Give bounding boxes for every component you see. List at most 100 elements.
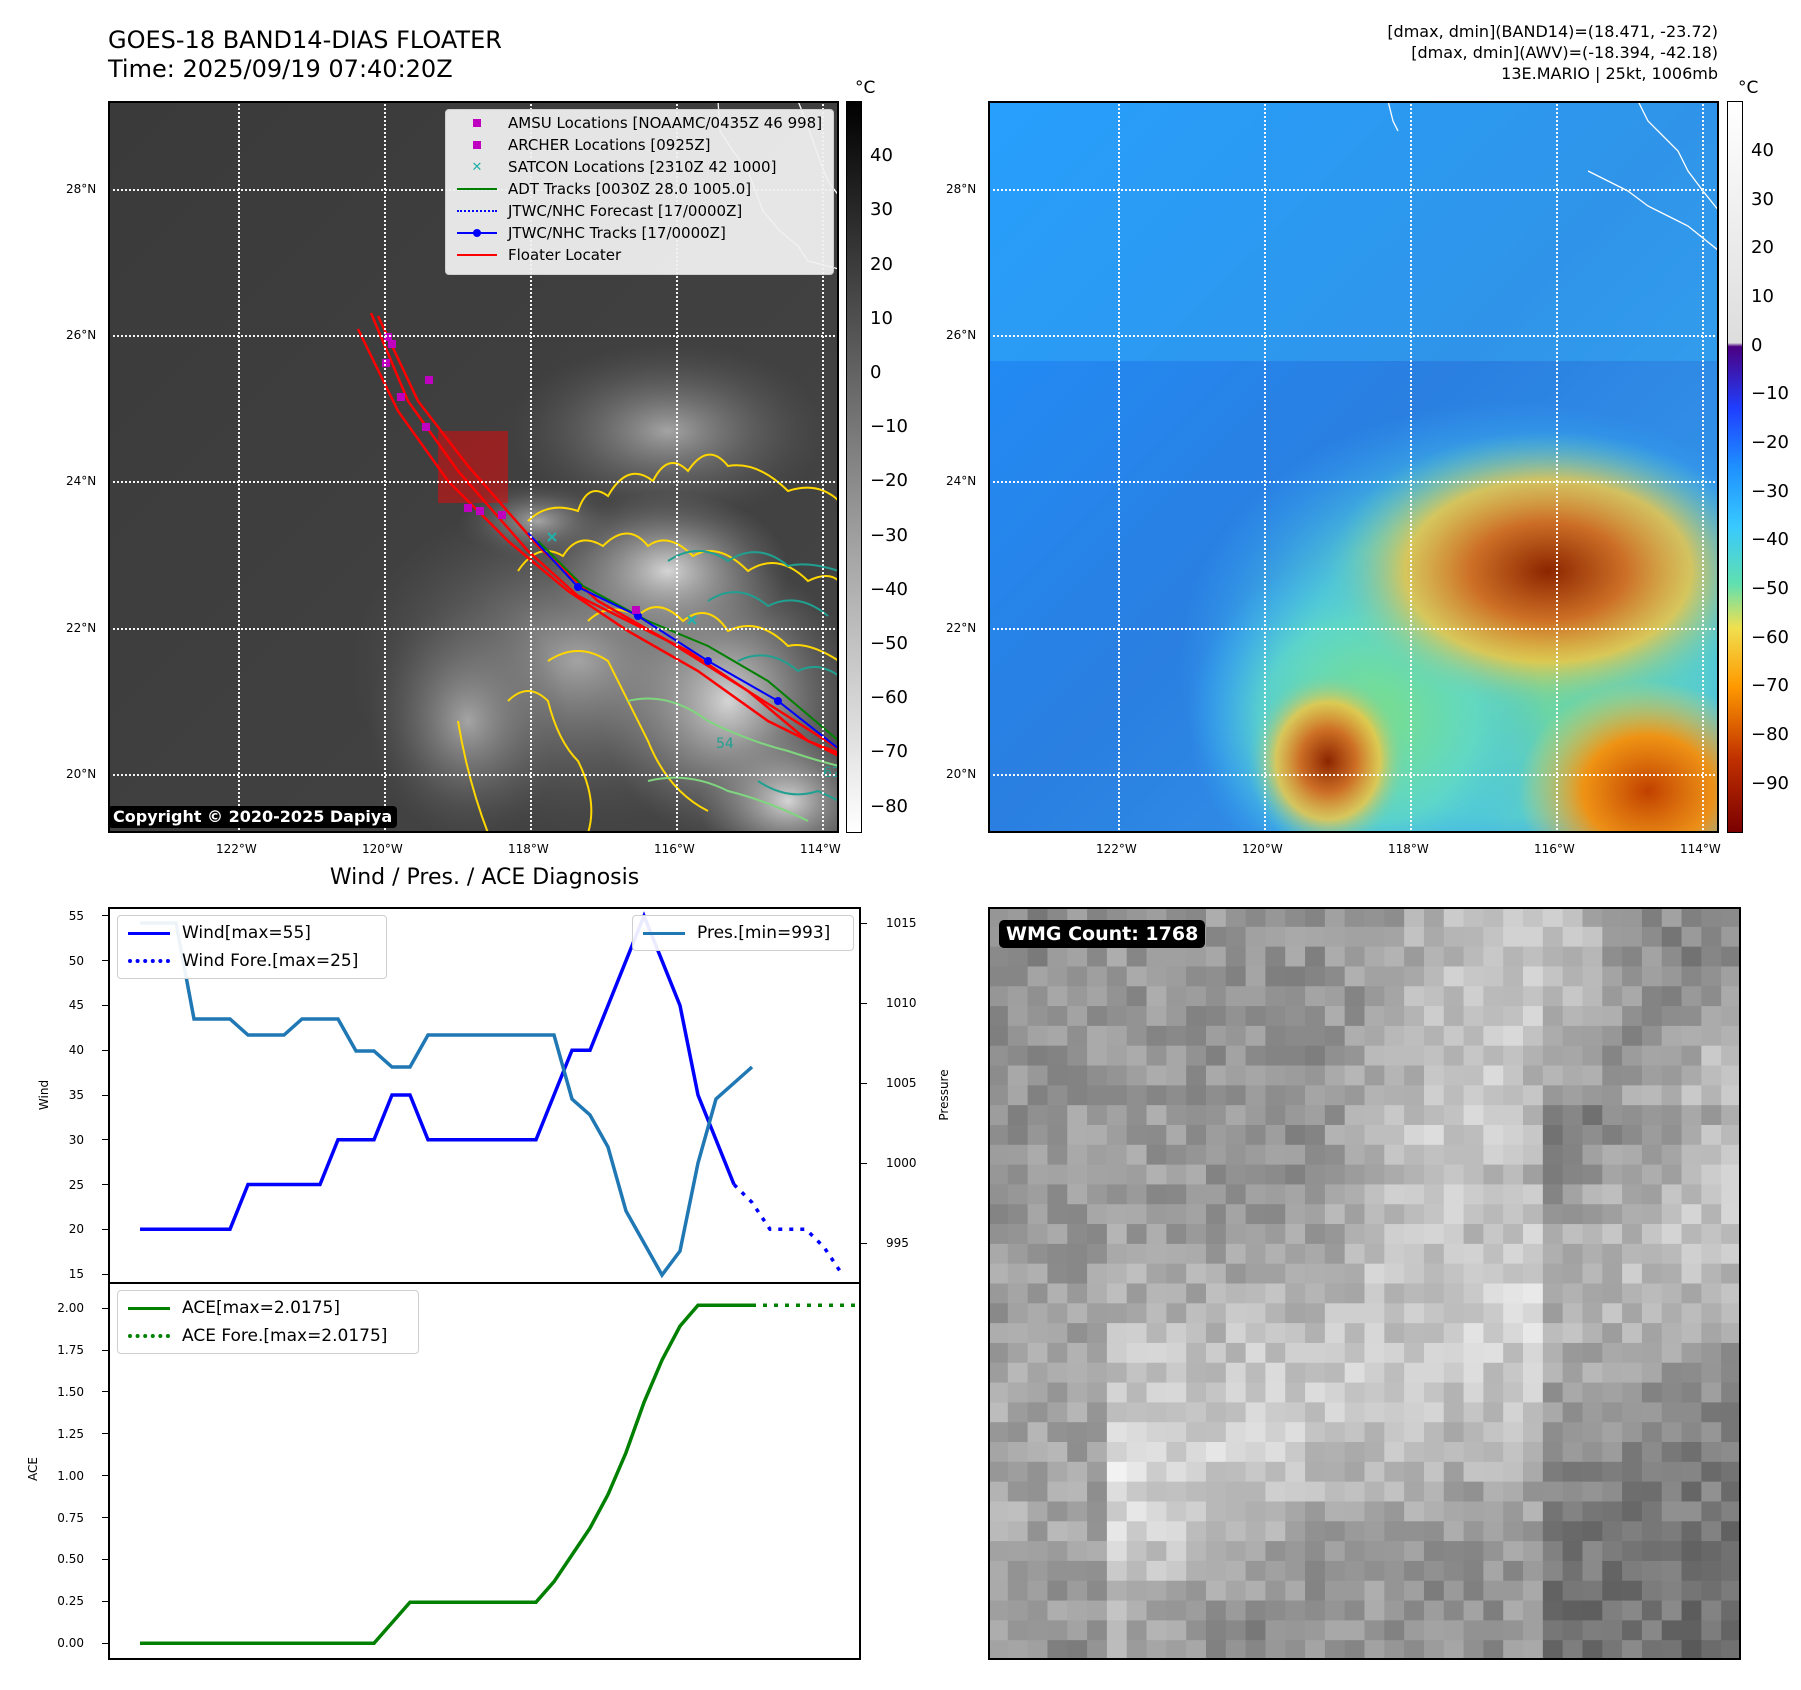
lon-tick: 114°W xyxy=(1680,842,1721,856)
diagnosis-title: Wind / Pres. / ACE Diagnosis xyxy=(329,865,640,890)
colorbar-awv-tick: 20 xyxy=(1751,237,1774,258)
pressure-tick-mark xyxy=(861,922,867,924)
lat-tick: 28°N xyxy=(946,182,977,196)
legend-jtwc-tracks: JTWC/NHC Tracks [17/0000Z] xyxy=(454,222,726,244)
ace-tick-label: 1.50 xyxy=(57,1384,84,1399)
info-storm: 13E.MARIO | 25kt, 1006mb xyxy=(1501,64,1718,83)
colorbar-awv-tick: −40 xyxy=(1751,529,1789,550)
colorbar-gray-tick: −70 xyxy=(870,741,908,762)
green-line-icon xyxy=(128,1306,170,1310)
legend-amsu: AMSU Locations [NOAAMC/0435Z 46 998] xyxy=(454,112,822,134)
lon-tick: 116°W xyxy=(1534,842,1575,856)
colorbar-gray-tick: −10 xyxy=(870,416,908,437)
wind-tick-label: 15 xyxy=(68,1267,84,1282)
colorbar-awv-tick: −50 xyxy=(1751,578,1789,599)
wind-tick-label: 55 xyxy=(68,908,84,923)
colorbar-awv-tick: −30 xyxy=(1751,481,1789,502)
lon-tick: 118°W xyxy=(1388,842,1429,856)
wind-tick-label: 30 xyxy=(68,1132,84,1147)
ace-tick-label: 1.75 xyxy=(57,1343,84,1358)
colorbar-gray-tick: −20 xyxy=(870,470,908,491)
wind-tick-mark xyxy=(102,1184,108,1186)
lat-tick: 20°N xyxy=(66,767,97,781)
wind-tick-mark xyxy=(102,960,108,962)
map-legend: AMSU Locations [NOAAMC/0435Z 46 998] ARC… xyxy=(445,109,834,275)
colorbar-awv-tick: −10 xyxy=(1751,383,1789,404)
figure-title: GOES-18 BAND14-DIAS FLOATER xyxy=(108,26,502,54)
colorbar-gray-tick: 10 xyxy=(870,308,893,329)
blue-dotted-line-icon xyxy=(128,959,170,963)
colorbar-awv-tick: 30 xyxy=(1751,189,1774,210)
series-line-pressure xyxy=(140,921,754,1279)
awv-map-panel xyxy=(988,101,1719,833)
pressure-tick-label: 995 xyxy=(886,1236,909,1250)
blue-line-dot-icon xyxy=(454,222,500,244)
colorbar-gray-tick: −30 xyxy=(870,525,908,546)
square-marker-icon xyxy=(454,112,500,134)
lat-tick: 22°N xyxy=(66,621,97,635)
green-dotted-line-icon xyxy=(128,1334,170,1338)
square-marker-icon xyxy=(454,134,500,156)
colorbar-awv-tick: 0 xyxy=(1751,335,1763,356)
ace-axis-label: ACE xyxy=(26,1457,40,1481)
colorbar-gray-tick: 0 xyxy=(870,362,882,383)
blue-dotted-line-icon xyxy=(454,200,500,222)
colorbar-awv-tick: −90 xyxy=(1751,773,1789,794)
blue-line-icon xyxy=(128,931,170,935)
legend-adt: ADT Tracks [0030Z 28.0 1005.0] xyxy=(454,178,751,200)
pressure-tick-label: 1005 xyxy=(886,1076,917,1090)
wmg-image xyxy=(988,907,1741,1660)
ace-tick-label: 0.75 xyxy=(57,1510,84,1525)
ace-tick-mark xyxy=(102,1517,108,1519)
lon-tick: 120°W xyxy=(1242,842,1283,856)
colorbar-gray-tick: −80 xyxy=(870,796,908,817)
lon-tick: 116°W xyxy=(654,842,695,856)
wind-tick-mark xyxy=(102,1273,108,1275)
wind-tick-mark xyxy=(102,1228,108,1230)
wind-tick-label: 45 xyxy=(68,998,84,1013)
series-line-wind-forecast xyxy=(732,1183,844,1276)
contour-label-62: 62 xyxy=(823,765,839,781)
pressure-tick-mark xyxy=(861,1242,867,1244)
colorbar-awv-tick: −70 xyxy=(1751,675,1789,696)
wind-axis-label: Wind xyxy=(37,1079,51,1111)
wind-tick-label: 20 xyxy=(68,1222,84,1237)
steelblue-line-icon xyxy=(643,931,685,935)
pressure-tick-label: 1000 xyxy=(886,1156,917,1170)
wind-tick-label: 35 xyxy=(68,1088,84,1102)
colorbar-awv-tick: −20 xyxy=(1751,432,1789,453)
wind-tick-label: 50 xyxy=(68,953,84,968)
figure-time: Time: 2025/09/19 07:40:20Z xyxy=(108,55,453,83)
pressure-legend: Pres.[min=993] xyxy=(632,915,854,951)
wind-tick-mark xyxy=(102,915,108,917)
legend-jtwc-forecast: JTWC/NHC Forecast [17/0000Z] xyxy=(454,200,742,222)
pressure-tick-mark xyxy=(861,1162,867,1164)
colorbar-gray-tick: −40 xyxy=(870,579,908,600)
ace-tick-mark xyxy=(102,1600,108,1602)
colorbar-gray-tick: −60 xyxy=(870,687,908,708)
wind-legend: Wind[max=55] Wind Fore.[max=25] xyxy=(117,915,387,979)
ace-tick-label: 1.00 xyxy=(57,1468,84,1483)
lat-tick: 20°N xyxy=(946,767,977,781)
colorbar-awv-unit: °C xyxy=(1738,78,1759,98)
lon-tick: 114°W xyxy=(800,842,841,856)
colorbar-gray-tick: 40 xyxy=(870,145,893,166)
red-line-icon xyxy=(454,244,500,266)
colorbar-gray-tick: 20 xyxy=(870,254,893,275)
lon-tick: 120°W xyxy=(362,842,403,856)
wind-tick-mark xyxy=(102,1139,108,1141)
legend-ace-forecast: ACE Fore.[max=2.0175] xyxy=(128,1323,387,1349)
ace-tick-mark xyxy=(102,1349,108,1351)
green-line-icon xyxy=(454,178,500,200)
ace-tick-mark xyxy=(102,1642,108,1644)
pressure-tick-label: 1010 xyxy=(886,996,917,1010)
ace-tick-label: 0.50 xyxy=(57,1552,84,1567)
info-awv-range: [dmax, dmin](AWV)=(-18.394, -42.18) xyxy=(1411,43,1718,62)
ace-tick-mark xyxy=(102,1307,108,1309)
legend-pressure: Pres.[min=993] xyxy=(643,920,830,946)
ace-tick-mark xyxy=(102,1475,108,1477)
colorbar-gray-unit: °C xyxy=(855,78,876,98)
lat-tick: 26°N xyxy=(946,328,977,342)
colorbar-gray-tick: 30 xyxy=(870,199,893,220)
lat-tick: 26°N xyxy=(66,328,97,342)
